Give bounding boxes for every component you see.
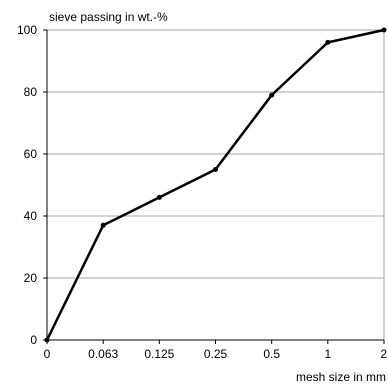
x-tick-label: 0 — [44, 347, 51, 361]
x-tick-label: 0.063 — [88, 347, 118, 361]
x-tick-labels: 0 0.063 0.125 0.25 0.5 1 2 — [44, 340, 387, 361]
y-tick-label: 0 — [30, 333, 37, 347]
data-point — [325, 39, 331, 45]
y-tick-label: 60 — [24, 147, 38, 161]
x-axis-title: mesh size in mm — [296, 370, 386, 384]
axes — [46, 30, 384, 341]
x-tick-label: 1 — [324, 347, 331, 361]
y-tick-label: 40 — [24, 209, 38, 223]
x-tick-label: 0.5 — [263, 347, 280, 361]
y-axis-title: sieve passing in wt.-% — [49, 10, 168, 24]
data-point — [44, 337, 50, 343]
data-point — [100, 222, 106, 228]
x-tick-label: 2 — [380, 347, 387, 361]
y-tick-label: 100 — [17, 23, 37, 37]
y-tick-labels: 0 20 40 60 80 100 — [17, 23, 47, 347]
x-tick-label: 0.125 — [144, 347, 174, 361]
data-point — [269, 92, 275, 98]
x-tick-label: 0.25 — [204, 347, 228, 361]
series — [45, 28, 385, 341]
y-tick-label: 20 — [24, 271, 38, 285]
y-tick-label: 80 — [24, 85, 38, 99]
data-point — [381, 27, 387, 33]
data-points — [44, 27, 387, 343]
data-point — [156, 194, 162, 200]
gridlines — [47, 29, 385, 340]
series-line — [45, 28, 385, 341]
data-point — [213, 167, 218, 172]
